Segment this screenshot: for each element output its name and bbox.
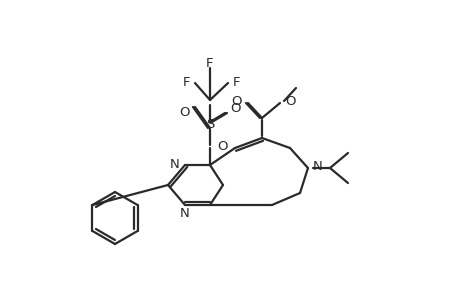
Text: N: N [170, 158, 179, 172]
Text: N: N [180, 208, 190, 220]
Text: O: O [285, 94, 295, 107]
Text: S: S [205, 118, 214, 131]
Text: N: N [312, 160, 322, 172]
Text: F: F [182, 76, 190, 88]
Text: O: O [217, 140, 227, 154]
Text: O: O [231, 94, 241, 107]
Text: F: F [233, 76, 240, 88]
Text: O: O [179, 106, 190, 118]
Text: O: O [230, 101, 240, 115]
Text: F: F [206, 56, 213, 70]
